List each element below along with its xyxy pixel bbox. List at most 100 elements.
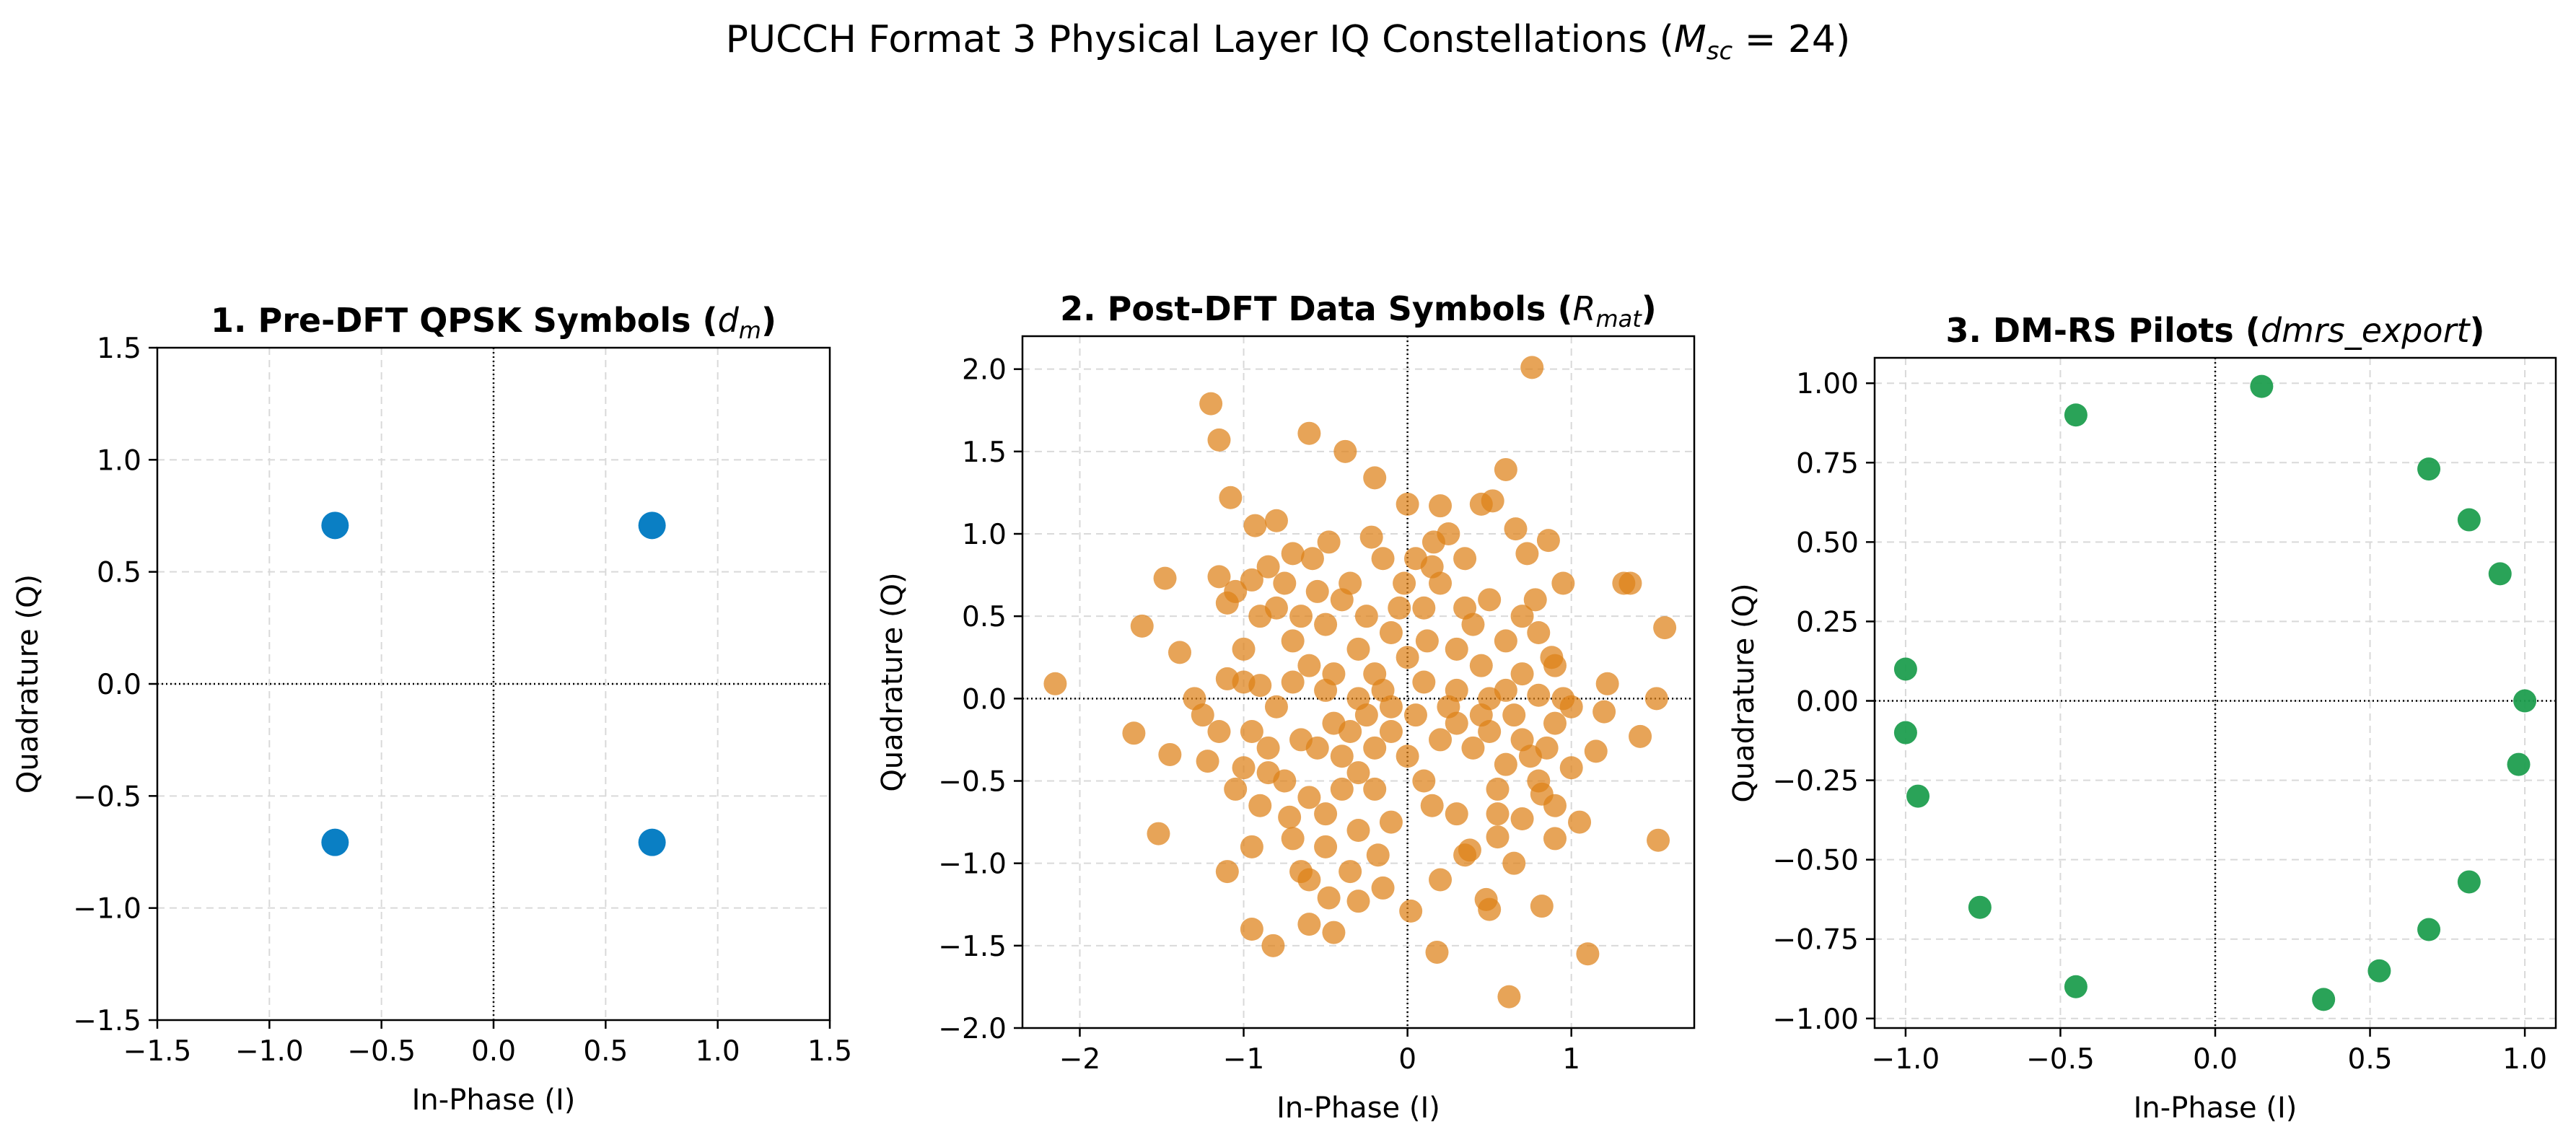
data-point xyxy=(1481,489,1504,513)
data-point xyxy=(2417,457,2441,481)
data-point xyxy=(2457,508,2481,532)
data-point xyxy=(1396,492,1419,516)
data-point xyxy=(1523,588,1547,612)
data-point xyxy=(1520,356,1544,379)
chart-title: 1. Pre-DFT QPSK Symbols (dm) xyxy=(211,301,776,344)
data-point xyxy=(1461,736,1485,760)
data-point xyxy=(1618,571,1642,595)
data-point xyxy=(1167,641,1191,664)
data-point xyxy=(1339,720,1362,743)
y-tick-label: −2.0 xyxy=(938,1013,1007,1045)
data-point xyxy=(1429,494,1453,518)
y-tick-label: −1.00 xyxy=(1772,1003,1859,1036)
y-tick-label: 0.0 xyxy=(962,683,1007,716)
data-point xyxy=(1366,843,1390,867)
data-point xyxy=(1240,835,1263,858)
data-point xyxy=(1289,728,1313,752)
data-point xyxy=(1297,868,1321,892)
data-point xyxy=(1893,657,1917,681)
data-point xyxy=(1330,777,1354,801)
data-point xyxy=(1595,672,1619,695)
data-point xyxy=(1224,579,1248,603)
x-axis-label: In-Phase (I) xyxy=(1276,1092,1440,1125)
chart-pre-dft-qpsk: −1.5 −1.0 −0.5 0.0 0.5 1.0 1.5 −1.5 −1.0 −0.5 0.0 0… xyxy=(12,301,852,1117)
data-point xyxy=(1256,555,1280,579)
data-point xyxy=(1317,530,1341,554)
data-point xyxy=(1497,985,1521,1009)
data-point xyxy=(1515,542,1539,566)
data-point xyxy=(1893,721,1917,745)
data-point xyxy=(1346,761,1370,785)
x-tick-label: 1.0 xyxy=(2502,1043,2547,1076)
data-point xyxy=(1232,756,1256,780)
x-tick-label: −1.0 xyxy=(235,1035,304,1068)
data-point xyxy=(1297,421,1321,445)
data-point xyxy=(2513,689,2537,713)
data-point xyxy=(1264,509,1288,532)
data-point xyxy=(1536,529,1560,553)
x-tick-label: −1 xyxy=(1223,1043,1265,1076)
y-tick-label: −0.50 xyxy=(1772,845,1859,877)
y-tick-label: −1.5 xyxy=(938,931,1007,963)
data-point xyxy=(1240,720,1263,743)
x-tick-label: 1 xyxy=(1562,1043,1580,1076)
data-point xyxy=(1559,695,1583,719)
chart-title: 2. Post-DFT Data Symbols (Rmat) xyxy=(1060,289,1657,333)
data-point xyxy=(1478,588,1502,612)
data-point xyxy=(1219,486,1243,509)
data-point xyxy=(1445,637,1468,661)
data-point xyxy=(1543,827,1567,851)
data-point xyxy=(1543,794,1567,817)
data-point xyxy=(1494,752,1517,776)
y-axis-label: Quadrature (Q) xyxy=(876,572,909,791)
data-point xyxy=(1445,802,1468,826)
y-tick-label: 0.50 xyxy=(1796,527,1859,559)
data-point xyxy=(1486,802,1510,826)
data-point xyxy=(1403,703,1427,727)
data-point xyxy=(1568,810,1592,834)
data-point xyxy=(1240,918,1263,941)
data-point xyxy=(1207,720,1231,743)
chart-post-dft-data: −2 −1 0 1 −2.0 −1.5 −1.0 −0.5 0.0 0.5 1.0 1.5 2.0 In-… xyxy=(876,289,1696,1125)
data-point xyxy=(1297,654,1321,677)
y-tick-label: 0.75 xyxy=(1796,447,1859,480)
data-point xyxy=(1388,596,1411,620)
y-tick-label: 1.5 xyxy=(97,333,141,365)
y-tick-label: 0.25 xyxy=(1796,606,1859,638)
data-point xyxy=(1379,810,1403,834)
data-point xyxy=(638,511,666,540)
data-point xyxy=(1420,794,1444,817)
y-tick-label: 0.5 xyxy=(97,557,141,589)
data-point xyxy=(1494,629,1517,653)
data-point xyxy=(1264,695,1288,719)
data-point xyxy=(638,828,666,856)
data-point xyxy=(1322,662,1346,686)
data-point xyxy=(1415,629,1439,653)
data-point xyxy=(1469,654,1493,677)
data-point xyxy=(1354,605,1378,628)
data-point xyxy=(1130,614,1154,638)
y-tick-label: 0.5 xyxy=(962,601,1007,633)
y-tick-label: 2.0 xyxy=(962,354,1007,387)
data-point xyxy=(1412,596,1436,620)
y-tick-label: 1.5 xyxy=(962,436,1007,469)
data-point xyxy=(1576,942,1600,966)
data-point xyxy=(1653,616,1677,640)
y-tick-label: −0.25 xyxy=(1772,765,1859,798)
data-point xyxy=(1339,571,1362,595)
data-point xyxy=(1510,807,1534,831)
data-point xyxy=(1256,761,1280,785)
y-tick-label: −1.0 xyxy=(73,893,141,926)
data-point xyxy=(2064,403,2087,427)
data-point xyxy=(1429,868,1453,892)
data-point xyxy=(1297,913,1321,936)
y-tick-label: −1.5 xyxy=(73,1005,141,1037)
x-tick-label: −1.0 xyxy=(1872,1043,1940,1076)
x-tick-label: 0.0 xyxy=(2193,1043,2238,1076)
data-point xyxy=(1278,805,1302,829)
data-point xyxy=(1437,695,1460,719)
data-point xyxy=(1393,571,1416,595)
data-point xyxy=(1147,822,1170,845)
data-point xyxy=(1494,457,1517,481)
data-point xyxy=(1379,720,1403,743)
